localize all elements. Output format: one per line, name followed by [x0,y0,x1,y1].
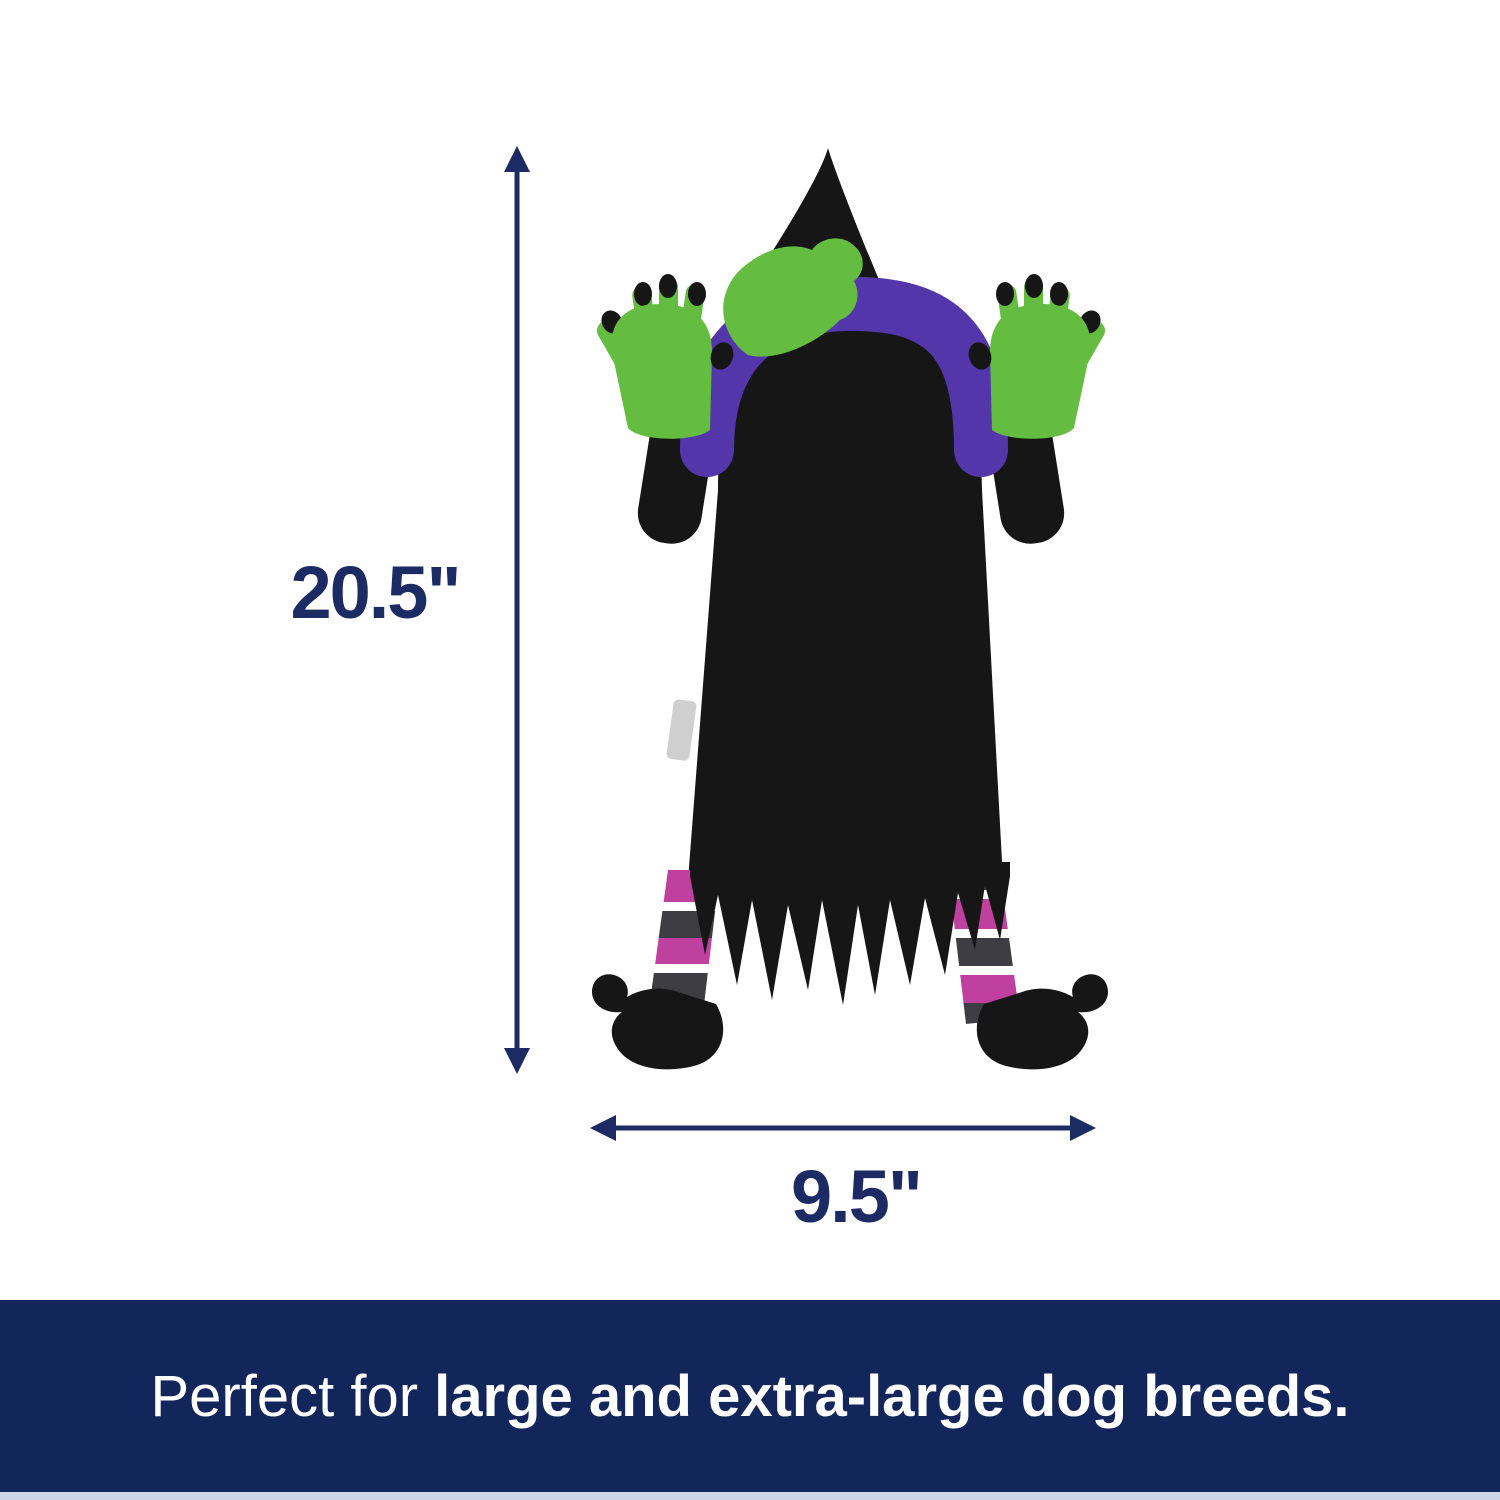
plush-robe-body [688,296,1003,880]
curled-shoe-right [976,974,1108,1070]
height-dimension-arrow [504,146,530,1074]
banner-text-bold: large and extra-large dog breeds. [434,1363,1350,1429]
claw-tip-on-brim [710,342,734,370]
width-dimension-arrow [590,1115,1096,1141]
banner-text-regular: Perfect for [150,1363,435,1429]
width-dimension-label: 9.5" [791,1155,923,1238]
care-tag [666,699,697,761]
right-hand [968,274,1105,439]
curled-shoe-left [592,974,724,1070]
info-banner: Perfect for large and extra-large dog br… [0,1300,1500,1492]
hat-brim [680,276,1008,477]
banner-text: Perfect for large and extra-large dog br… [150,1363,1349,1430]
jagged-hem [690,862,1010,1005]
witch-nose [723,238,863,357]
banner-bottom-edge [0,1492,1500,1500]
left-hand [597,274,734,439]
witch-plush-illustration [592,148,1108,1070]
height-dimension-label: 20.5" [290,551,461,634]
